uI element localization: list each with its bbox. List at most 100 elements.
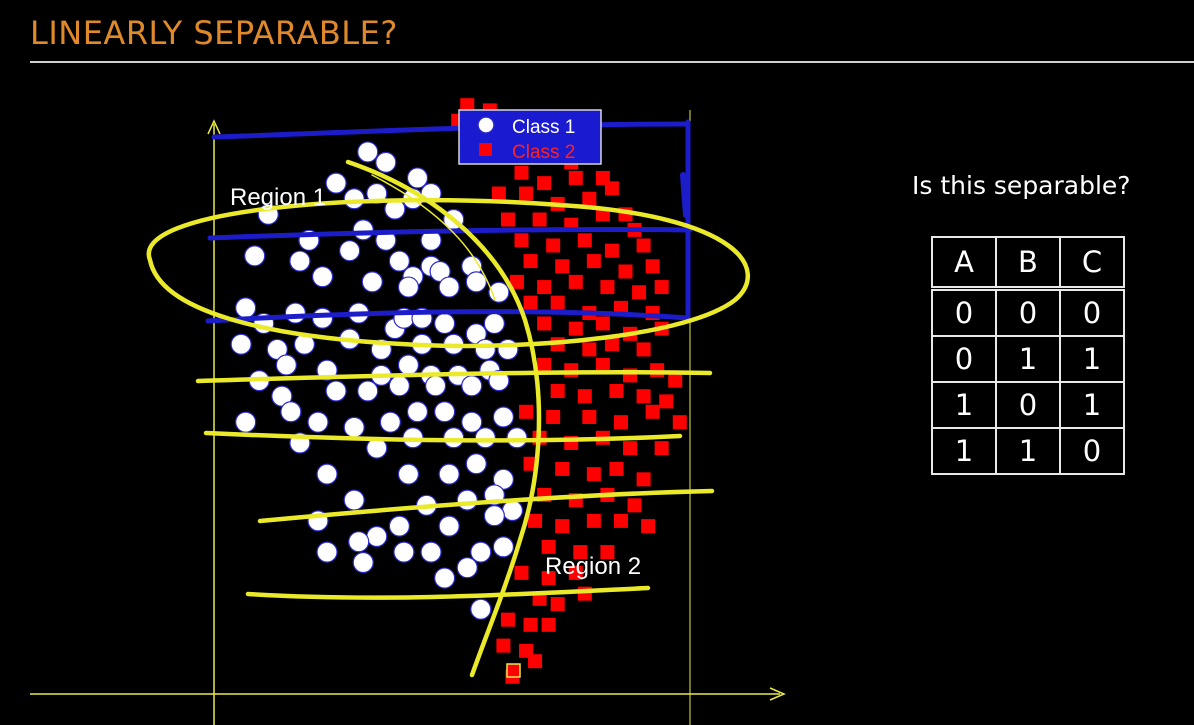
class1-point xyxy=(406,167,429,189)
class1-point xyxy=(388,250,411,272)
class2-point xyxy=(537,280,552,295)
class2-point xyxy=(550,295,565,310)
region-2-label: Region 2 xyxy=(545,553,641,580)
class1-point xyxy=(366,525,388,548)
table-cell: 1 xyxy=(931,381,997,429)
class1-point xyxy=(461,375,483,397)
class2-point xyxy=(509,274,524,289)
class2-point xyxy=(659,394,674,409)
class2-point xyxy=(586,254,601,269)
class2-point xyxy=(491,186,506,201)
class1-point xyxy=(235,297,257,319)
class1-point xyxy=(397,463,420,485)
class2-point xyxy=(613,415,628,430)
class1-point xyxy=(492,468,515,490)
class1-point xyxy=(311,266,334,288)
class1-point xyxy=(420,541,442,563)
class1-point xyxy=(316,541,338,563)
class1-point xyxy=(316,463,338,485)
class1-point xyxy=(325,172,347,194)
yellow-line-4 xyxy=(245,585,651,600)
region-1-label: Region 1 xyxy=(230,184,326,211)
class2-point xyxy=(636,389,651,404)
table-row: 0 0 0 xyxy=(931,286,1125,337)
table-cell: 1 xyxy=(995,427,1061,475)
class2-point xyxy=(623,441,638,456)
class1-point xyxy=(461,411,483,433)
class1-point xyxy=(343,489,365,511)
class1-point xyxy=(438,463,460,485)
class1-point xyxy=(275,354,297,376)
table-cell: 0 xyxy=(1059,286,1125,337)
class1-point xyxy=(470,598,492,620)
legend-class1-marker xyxy=(477,116,495,134)
yellow-line-3 xyxy=(257,488,715,524)
class2-point xyxy=(636,472,651,487)
blue-line-lower xyxy=(205,309,691,324)
class2-point xyxy=(600,545,615,560)
class2-point xyxy=(672,415,687,430)
table-header-row: A B C xyxy=(931,236,1125,290)
class1-point xyxy=(388,375,411,397)
class2-point xyxy=(582,191,597,206)
class2-point xyxy=(568,321,583,336)
class2-point xyxy=(523,254,538,269)
header-b: B xyxy=(995,236,1061,290)
class2-point xyxy=(532,212,547,227)
class1-point xyxy=(357,380,379,402)
class1-point xyxy=(352,551,374,574)
class2-point xyxy=(641,519,656,534)
class2-point xyxy=(537,316,552,331)
table-cell: 0 xyxy=(931,286,997,337)
table-row: 1 0 1 xyxy=(931,381,1125,429)
legend-class2-label: Class 2 xyxy=(512,142,575,163)
class1-point xyxy=(438,276,460,298)
class2-point xyxy=(636,238,651,253)
table-cell: 1 xyxy=(995,335,1061,383)
class1-point xyxy=(465,271,487,293)
header-c: C xyxy=(1059,236,1125,290)
class2-point xyxy=(604,181,619,196)
class1-point xyxy=(339,240,361,262)
class1-point xyxy=(434,312,456,335)
class2-point xyxy=(609,461,624,476)
class2-point xyxy=(645,259,660,274)
class1-point xyxy=(280,401,302,423)
class2-point xyxy=(654,441,669,456)
class1-point xyxy=(235,411,257,433)
hand-annotations xyxy=(146,119,751,678)
class2-point xyxy=(550,597,565,612)
table-cell: 0 xyxy=(1059,427,1125,475)
class2-point xyxy=(582,409,597,424)
class2-point xyxy=(573,545,588,560)
class1-point xyxy=(393,541,415,563)
chart-legend: Class 1 Class 2 xyxy=(458,109,602,165)
class1-point xyxy=(483,312,505,335)
class2-point xyxy=(537,358,552,373)
class1-point xyxy=(474,338,496,361)
class2-point xyxy=(632,285,647,300)
class2-point xyxy=(546,409,561,424)
legend-class1-label: Class 1 xyxy=(512,117,575,138)
class1-point xyxy=(456,489,478,511)
class2-point xyxy=(645,404,660,419)
legend-class2-marker xyxy=(479,143,492,156)
class2-point xyxy=(636,342,651,357)
class2-point xyxy=(595,358,610,373)
class1-point xyxy=(483,505,505,527)
table-cell: 0 xyxy=(995,286,1061,337)
class2-point xyxy=(668,373,683,388)
table-cell: 0 xyxy=(931,335,997,383)
table-cell: 1 xyxy=(931,427,997,475)
class1-point xyxy=(506,427,528,449)
class2-point xyxy=(519,404,534,419)
class2-point xyxy=(500,612,515,627)
table-cell: 1 xyxy=(1059,381,1125,429)
class1-point xyxy=(357,141,379,163)
class2-point xyxy=(654,280,669,295)
class2-point xyxy=(555,519,570,534)
class2-point xyxy=(568,274,583,289)
class2-point xyxy=(582,342,597,357)
class2-point xyxy=(523,617,538,632)
